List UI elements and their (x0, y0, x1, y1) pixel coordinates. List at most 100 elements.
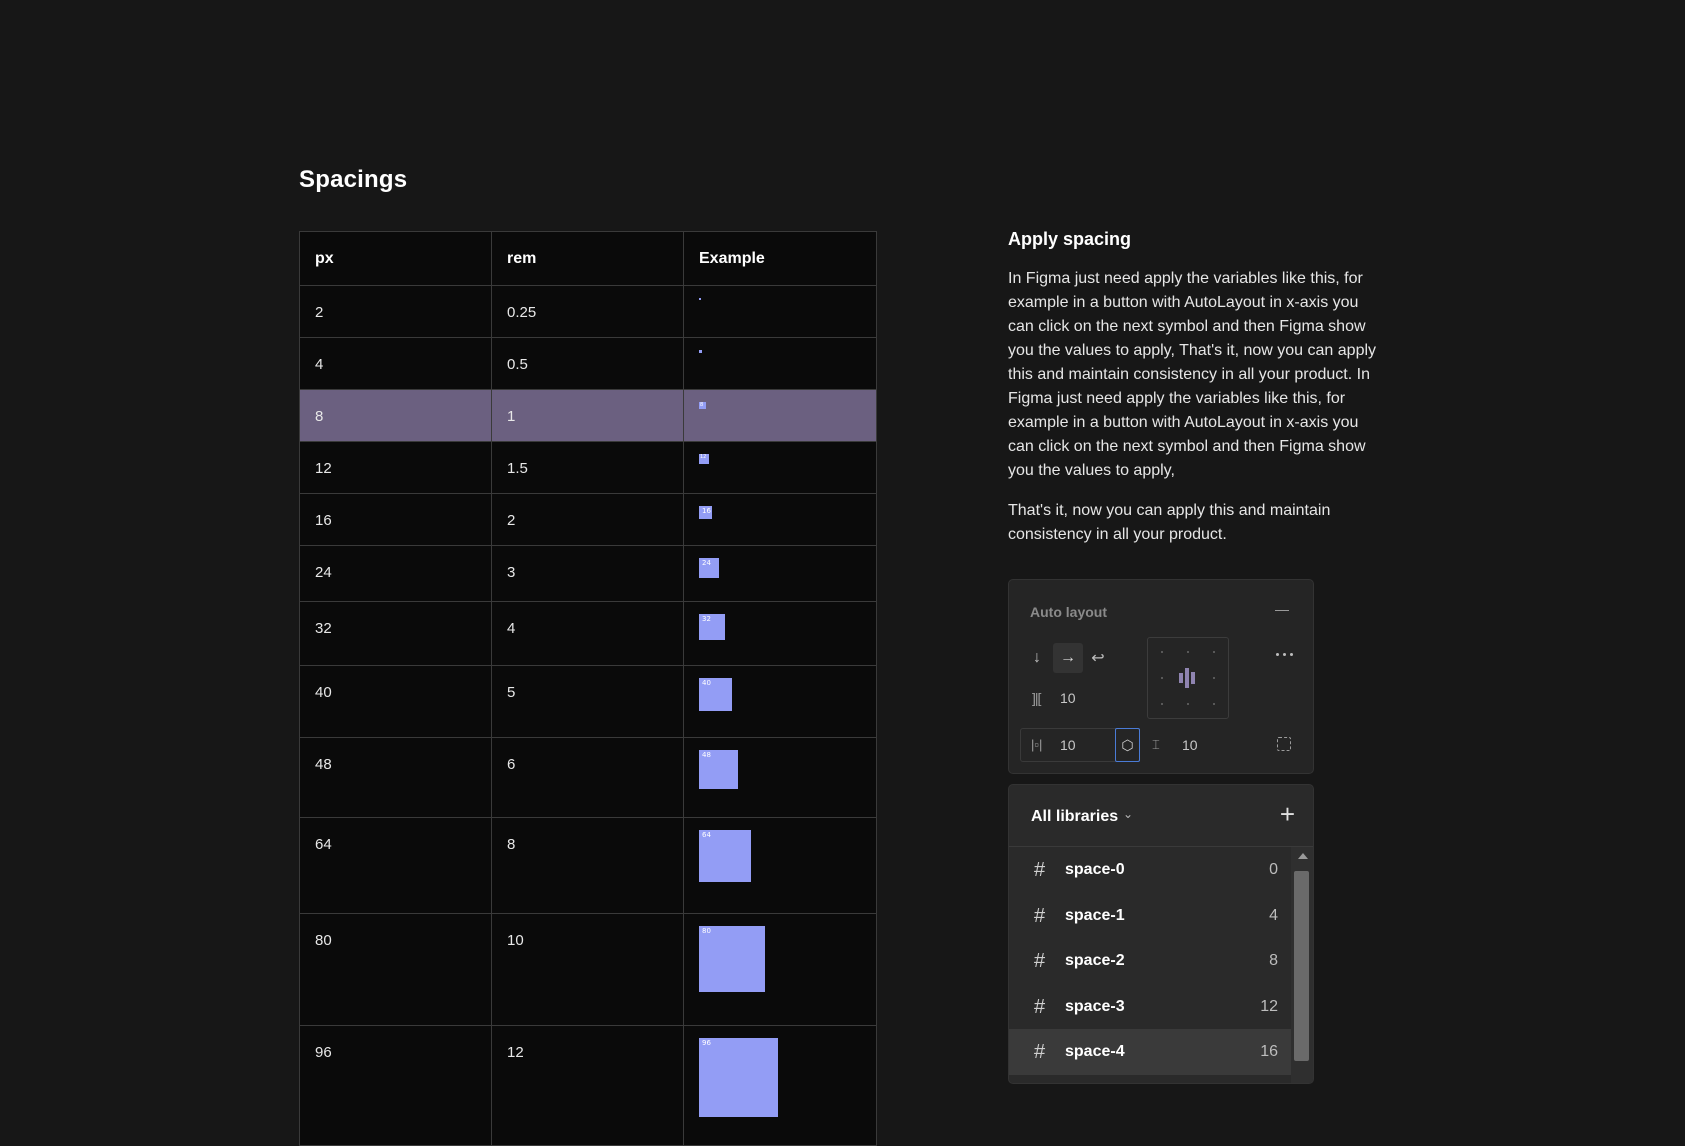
hash-icon: # (1034, 904, 1046, 927)
horizontal-padding-icon: |▫| (1031, 737, 1043, 752)
align-dot[interactable] (1213, 677, 1215, 679)
table-body: 2 0.25 4 0.5 8 1 8 12 1.5 12 16 2 16 24 3 24 32 4 32 40 5 40 4… (299, 285, 877, 1146)
cell-example: 40 (683, 665, 877, 738)
column-header-px: px (299, 231, 492, 286)
libraries-panel: All libraries ⌄ + # space-0 0 # space-1 4 # spa… (1008, 784, 1314, 1084)
swatch-label: 8 (700, 402, 704, 408)
align-dot[interactable] (1213, 703, 1215, 705)
spacing-swatch: 48 (699, 750, 739, 790)
auto-layout-panel: Auto layout ↓ → ↩ ]|[ 10 |▫| 10 ⬡ ⌶ 10 (1008, 579, 1314, 774)
apply-variable-icon[interactable]: ⬡ (1115, 728, 1140, 762)
libraries-header: All libraries ⌄ + (1009, 785, 1313, 847)
vertical-padding-icon: ⌶ (1152, 737, 1160, 752)
cell-px: 32 (299, 601, 492, 666)
gap-icon: ]|[ (1032, 690, 1041, 706)
table-row[interactable]: 12 1.5 12 (299, 441, 877, 494)
minus-icon[interactable] (1275, 610, 1289, 611)
hash-icon: # (1034, 950, 1046, 972)
cell-px: 4 (299, 337, 492, 390)
arrow-right-icon[interactable]: → (1053, 643, 1083, 673)
cell-px: 24 (299, 545, 492, 602)
variable-name: space-0 (1065, 861, 1125, 878)
variable-value: 0 (1269, 861, 1278, 878)
cell-example: 24 (683, 545, 877, 602)
align-dot[interactable] (1213, 651, 1215, 653)
column-header-rem: rem (491, 231, 684, 286)
align-dot[interactable] (1161, 677, 1163, 679)
gap-value[interactable]: 10 (1060, 690, 1076, 706)
cell-example: 12 (683, 441, 877, 494)
resize-icon[interactable] (1277, 737, 1291, 751)
variables-list: # space-0 0 # space-1 4 # space-2 8 # space-3 12 # sp… (1009, 847, 1292, 1075)
more-options-icon[interactable] (1276, 653, 1293, 656)
cell-px: 64 (299, 817, 492, 914)
table-row[interactable]: 40 5 40 (299, 665, 877, 738)
arrow-down-icon[interactable]: ↓ (1033, 649, 1041, 666)
scroll-up-icon[interactable] (1298, 853, 1308, 859)
wrap-icon[interactable]: ↩ (1091, 650, 1105, 667)
cell-px: 12 (299, 441, 492, 494)
cell-example (683, 285, 877, 338)
cell-example: 80 (683, 913, 877, 1026)
horizontal-padding-value[interactable]: 10 (1060, 737, 1076, 753)
cell-px: 80 (299, 913, 492, 1026)
apply-spacing-heading: Apply spacing (1008, 229, 1132, 249)
swatch-label: 48 (702, 751, 711, 759)
cell-rem: 0.5 (491, 337, 684, 390)
table-row[interactable]: 80 10 80 (299, 913, 877, 1026)
variable-item-space-4[interactable]: # space-4 16 (1009, 1029, 1292, 1075)
align-dot[interactable] (1161, 703, 1163, 705)
table-row[interactable]: 32 4 32 (299, 601, 877, 666)
apply-spacing-text: In Figma just need apply the variables l… (1008, 267, 1383, 563)
libraries-dropdown[interactable]: All libraries (1031, 808, 1119, 825)
cell-example: 48 (683, 737, 877, 818)
table-header-row: px rem Example (299, 231, 877, 286)
variable-item-space-0[interactable]: # space-0 0 (1009, 847, 1292, 893)
scrollbar-thumb[interactable] (1294, 871, 1309, 1061)
align-dot[interactable] (1161, 651, 1163, 653)
cell-rem: 8 (491, 817, 684, 914)
spacing-table: px rem Example 2 0.25 4 0.5 8 1 8 12 1.5 12 16 2 16 2… (299, 231, 877, 1146)
variable-value: 8 (1269, 952, 1278, 969)
spacing-swatch: 32 (699, 614, 726, 641)
table-row[interactable]: 4 0.5 (299, 337, 877, 390)
spacing-swatch: 8 (699, 402, 706, 409)
swatch-label: 80 (702, 927, 711, 935)
cell-example: 8 (683, 389, 877, 442)
swatch-label: 40 (702, 679, 711, 687)
variable-item-space-3[interactable]: # space-3 12 (1009, 984, 1292, 1030)
plus-icon[interactable]: + (1279, 799, 1295, 829)
cell-px: 8 (299, 389, 492, 442)
variable-item-space-1[interactable]: # space-1 4 (1009, 893, 1292, 939)
table-row[interactable]: 48 6 48 (299, 737, 877, 818)
chevron-down-icon[interactable]: ⌄ (1123, 807, 1134, 821)
table-row[interactable]: 2 0.25 (299, 285, 877, 338)
swatch-label: 12 (700, 454, 707, 460)
cell-rem: 5 (491, 665, 684, 738)
cell-example: 64 (683, 817, 877, 914)
table-row[interactable]: 96 12 96 (299, 1025, 877, 1146)
variable-value: 4 (1269, 906, 1278, 924)
cell-rem: 1.5 (491, 441, 684, 494)
cell-rem: 12 (491, 1025, 684, 1146)
cell-px: 40 (299, 665, 492, 738)
table-row[interactable]: 64 8 64 (299, 817, 877, 914)
cell-example: 96 (683, 1025, 877, 1146)
variable-item-space-2[interactable]: # space-2 8 (1009, 938, 1292, 984)
cell-example: 32 (683, 601, 877, 666)
vertical-padding-value[interactable]: 10 (1182, 737, 1198, 753)
swatch-label: 24 (702, 559, 711, 567)
align-dot[interactable] (1187, 651, 1189, 653)
table-row[interactable]: 24 3 24 (299, 545, 877, 602)
hash-icon: # (1034, 859, 1046, 881)
swatch-label: 32 (702, 615, 711, 623)
align-dot[interactable] (1187, 703, 1189, 705)
variable-name: space-3 (1065, 997, 1125, 1015)
alignment-grid[interactable] (1147, 637, 1229, 719)
swatch-label: 16 (702, 507, 711, 515)
cell-rem: 3 (491, 545, 684, 602)
table-row[interactable]: 16 2 16 (299, 493, 877, 546)
hash-icon: # (1034, 1041, 1046, 1063)
spacing-swatch: 96 (699, 1038, 778, 1117)
